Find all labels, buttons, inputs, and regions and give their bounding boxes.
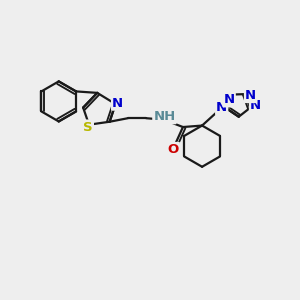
- Text: N: N: [216, 101, 227, 114]
- Text: N: N: [224, 93, 235, 106]
- Text: O: O: [168, 143, 179, 156]
- Text: S: S: [83, 121, 93, 134]
- Text: N: N: [245, 89, 256, 102]
- Text: NH: NH: [153, 110, 176, 123]
- Text: N: N: [250, 99, 261, 112]
- Text: N: N: [112, 97, 123, 110]
